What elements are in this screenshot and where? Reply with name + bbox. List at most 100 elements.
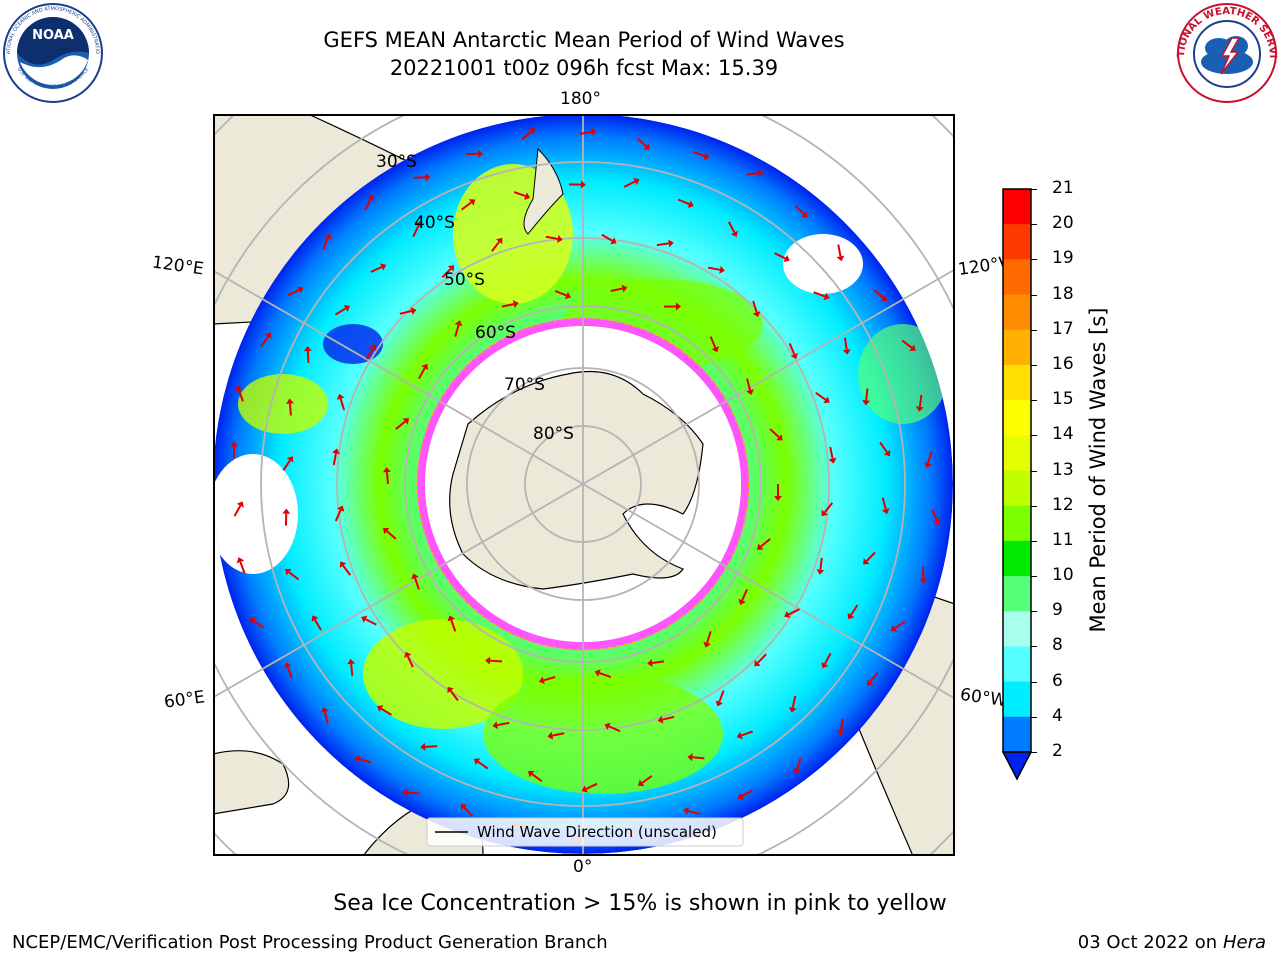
wave-direction-arrow — [707, 266, 721, 271]
wave-direction-arrow — [601, 233, 613, 242]
wave-direction-arrow — [813, 291, 826, 298]
wave-direction-arrow — [497, 721, 510, 727]
wave-direction-arrow — [237, 389, 244, 402]
lat-label-50s: 50°S — [444, 270, 485, 290]
wave-direction-arrowhead — [320, 706, 329, 713]
colorbar-tick-mark — [1031, 681, 1037, 683]
colorbar-tick-label: 19 — [1052, 248, 1074, 269]
wave-direction-arrow — [449, 690, 459, 702]
wave-direction-arrow — [636, 137, 647, 148]
wave-direction-arrowhead — [343, 305, 350, 312]
wave-direction-arrow — [386, 530, 397, 540]
wave-direction-arrowhead — [557, 235, 563, 243]
wave-direction-arrow — [873, 289, 884, 299]
wave-direction-arrowhead — [683, 807, 690, 815]
wave-direction-arrow — [399, 310, 412, 315]
wave-direction-arrow — [414, 577, 420, 590]
wave-direction-arrow — [477, 760, 489, 770]
wave-direction-arrow — [791, 695, 797, 708]
wave-direction-arrow — [545, 235, 558, 240]
wave-direction-arrow — [741, 730, 754, 737]
wave-direction-arrow — [788, 608, 800, 616]
wave-direction-arrowhead — [454, 320, 463, 327]
wave-direction-arrow — [692, 756, 705, 760]
wave-direction-arrow — [491, 241, 500, 252]
wave-direction-arrow — [815, 392, 827, 401]
wave-direction-arrow — [339, 398, 346, 411]
wave-direction-arrowhead — [752, 311, 761, 318]
sea-ice-note: Sea Ice Concentration > 15% is shown in … — [333, 891, 947, 916]
wave-direction-arrow — [610, 287, 623, 292]
wave-direction-arrow — [406, 655, 414, 668]
wave-direction-arrow — [881, 497, 887, 510]
wave-direction-arrow — [513, 191, 526, 198]
lat-label-40s: 40°S — [414, 213, 455, 233]
wave-direction-arrow — [746, 172, 759, 176]
wave-direction-arrow — [286, 666, 293, 679]
wave-direction-arrowhead — [711, 346, 719, 353]
wave-direction-arrowhead — [410, 307, 417, 315]
wave-direction-arrowhead — [311, 615, 319, 622]
wave-direction-arrow — [651, 660, 665, 664]
colorbar-segment — [1003, 329, 1031, 366]
wave-direction-arrow — [865, 388, 869, 401]
wave-direction-arrowhead — [297, 286, 304, 294]
wave-direction-arrowhead — [336, 393, 345, 400]
wave-direction-arrow — [306, 350, 310, 364]
wave-direction-arrowhead — [447, 265, 455, 272]
colorbar-tick-label: 6 — [1052, 670, 1063, 691]
wave-direction-arrow — [282, 459, 291, 471]
wave-direction-arrowhead — [285, 398, 294, 404]
wave-direction-arrowhead — [230, 441, 239, 447]
wave-direction-arrow — [350, 663, 354, 676]
wave-direction-arrowhead — [590, 127, 597, 136]
wave-direction-arrow — [824, 502, 834, 513]
wave-direction-arrow — [552, 732, 565, 737]
wave-direction-arrow — [824, 652, 832, 665]
wave-direction-arrow — [407, 791, 420, 795]
colorbar-tick-mark — [1031, 189, 1037, 190]
wave-direction-arrowhead — [737, 792, 744, 800]
colorbar-segment — [1003, 540, 1031, 577]
wave-direction-arrowhead — [793, 768, 801, 775]
wave-direction-arrowhead — [836, 255, 845, 262]
lat-label-70s: 70°S — [504, 375, 545, 395]
wave-direction-arrow — [365, 618, 377, 626]
colorbar-segment — [1003, 470, 1031, 507]
wave-direction-arrowhead — [687, 753, 693, 762]
wave-direction-arrowhead — [821, 509, 828, 517]
wave-direction-arrow — [760, 538, 771, 548]
wave-direction-arrowhead — [361, 615, 368, 623]
wave-direction-arrowhead — [379, 263, 387, 271]
wave-direction-arrowhead — [414, 221, 423, 228]
wave-direction-arrow — [332, 453, 337, 466]
colorbar-tick-label: 15 — [1052, 389, 1074, 410]
wave-direction-arrow — [608, 725, 621, 733]
colorbar-extend-arrow — [1001, 751, 1033, 781]
colorbar-tick-mark — [1031, 716, 1037, 718]
wave-direction-arrowhead — [282, 508, 291, 514]
wave-direction-arrow — [395, 420, 406, 430]
colorbar-segment — [1003, 681, 1031, 718]
wave-direction-arrowhead — [790, 352, 799, 360]
wave-direction-arrow — [425, 745, 438, 748]
antarctic-map: Wind Wave Direction (unscaled) — [213, 114, 955, 856]
wave-direction-arrowhead — [924, 462, 932, 469]
colorbar-tick-mark — [1031, 224, 1037, 226]
wave-direction-arrow — [334, 509, 342, 522]
wave-direction-arrowhead — [249, 617, 256, 625]
wave-direction-arrow — [579, 130, 592, 135]
wave-direction-arrow — [385, 471, 389, 485]
wave-direction-arrow — [599, 672, 612, 678]
colorbar-segment — [1003, 505, 1031, 542]
wave-direction-arrowhead — [235, 385, 243, 392]
wave-direction-arrow — [752, 300, 758, 313]
footer-branch: NCEP/EMC/Verification Post Processing Pr… — [12, 932, 608, 953]
wave-direction-arrowhead — [647, 658, 653, 667]
wave-direction-arrowhead — [303, 346, 312, 352]
colorbar-tick-mark — [1031, 505, 1037, 507]
wave-direction-arrowhead — [377, 705, 384, 712]
colorbar-segment — [1003, 189, 1031, 225]
lon-label-60e: 60°E — [162, 687, 207, 713]
colorbar-tick-label: 17 — [1052, 318, 1074, 339]
